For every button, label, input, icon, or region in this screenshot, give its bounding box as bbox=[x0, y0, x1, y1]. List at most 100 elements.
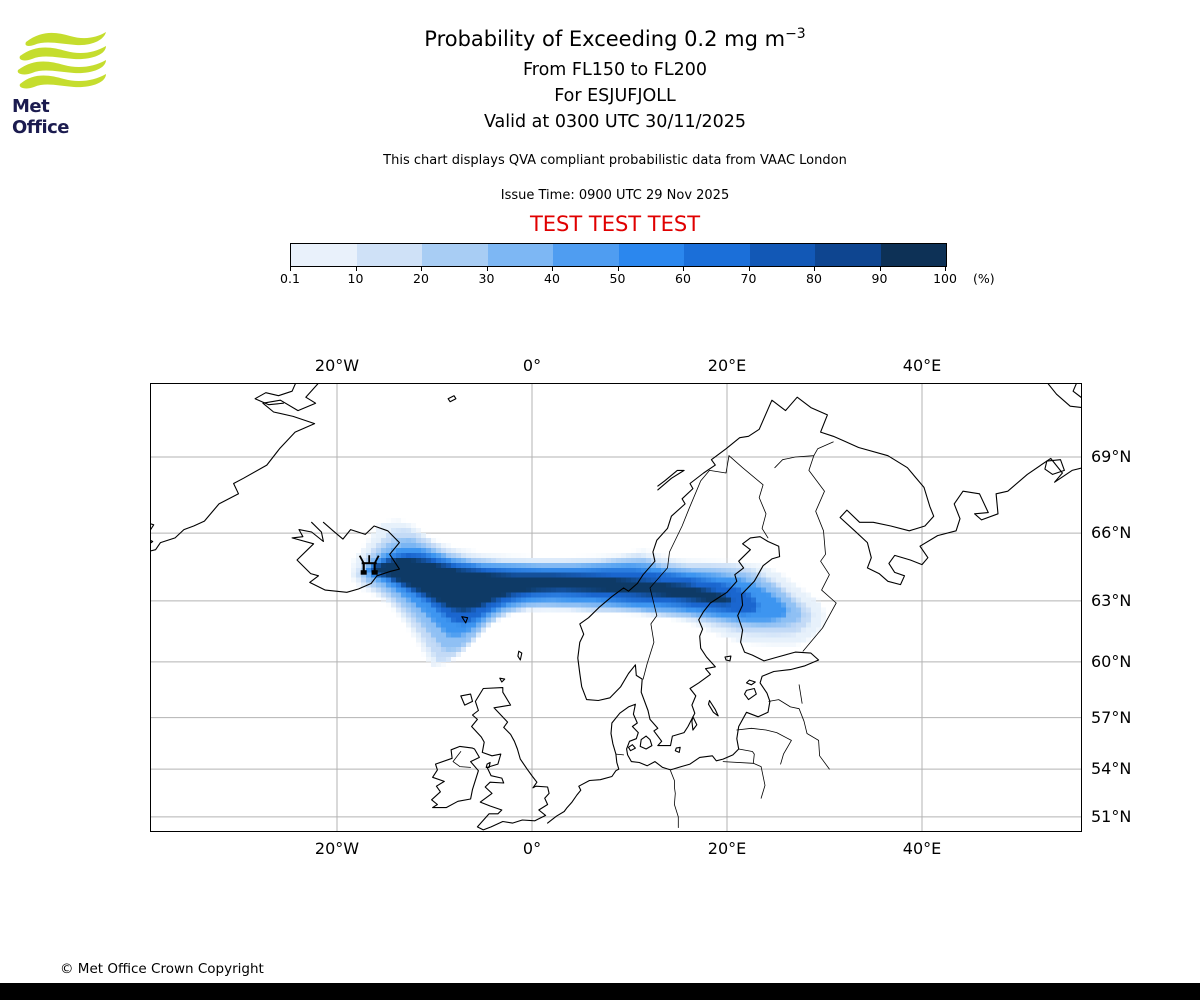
lon-label-bottom: 40°E bbox=[902, 839, 942, 858]
coastline bbox=[1047, 384, 1081, 408]
coastline bbox=[461, 616, 469, 624]
lat-label-right: 57°N bbox=[1091, 707, 1132, 727]
coastline bbox=[291, 521, 400, 593]
colorbar-tick bbox=[421, 266, 422, 271]
colorbar-tick-label: 60 bbox=[675, 271, 691, 286]
colorbar-ticks bbox=[290, 266, 946, 271]
copyright-text: © Met Office Crown Copyright bbox=[60, 961, 264, 977]
colorbar-tick-label: 0.1 bbox=[280, 271, 300, 286]
colorbar-tick-label: 40 bbox=[544, 271, 560, 286]
lon-label-top: 20°E bbox=[707, 356, 747, 375]
coastline bbox=[254, 384, 296, 406]
chart-subtitles: From FL150 to FL200 For ESJUFJOLL Valid … bbox=[30, 57, 1200, 135]
country-border bbox=[752, 762, 766, 799]
met-office-logo: Met Office bbox=[12, 28, 108, 138]
lon-label-top: 0° bbox=[522, 356, 542, 375]
colorbar-segment-6 bbox=[618, 244, 684, 266]
colorbar-segment-2 bbox=[356, 244, 422, 266]
colorbar-tick-label: 80 bbox=[806, 271, 822, 286]
subtitle-volcano: For ESJUFJOLL bbox=[554, 86, 676, 106]
colorbar-tick-label: 50 bbox=[609, 271, 626, 286]
volcano-eruption-icon bbox=[358, 555, 380, 575]
colorbar-segment-5 bbox=[553, 244, 619, 266]
colorbar-tick-label: 100 bbox=[933, 271, 957, 286]
colorbar-tick-label: 20 bbox=[413, 271, 429, 286]
coastline bbox=[1044, 459, 1065, 475]
coastline bbox=[151, 384, 319, 552]
country-border bbox=[670, 770, 679, 828]
lat-label-right: 63°N bbox=[1091, 590, 1132, 610]
lat-label-right: 54°N bbox=[1091, 759, 1132, 779]
country-border bbox=[768, 699, 830, 770]
colorbar-segment-4 bbox=[487, 244, 553, 266]
coastline bbox=[547, 396, 1081, 824]
colorbar-segment-3 bbox=[422, 244, 488, 266]
probability-colorbar bbox=[290, 243, 947, 267]
coastline bbox=[1072, 384, 1081, 398]
coastline bbox=[431, 745, 480, 809]
issue-time: Issue Time: 0900 UTC 29 Nov 2025 bbox=[500, 188, 730, 203]
subtitle-flight-levels: From FL150 to FL200 bbox=[522, 60, 708, 80]
coastline bbox=[724, 655, 732, 662]
colorbar-tick bbox=[814, 266, 815, 271]
met-office-wordmark: Met Office bbox=[12, 96, 70, 138]
lon-label-bottom: 20°W bbox=[314, 839, 360, 858]
coastline bbox=[460, 693, 474, 706]
coastline bbox=[471, 687, 550, 831]
country-border bbox=[802, 455, 837, 652]
coastline bbox=[151, 523, 155, 530]
lon-label-bottom: 0° bbox=[522, 839, 542, 858]
colorbar-tick-label: 90 bbox=[871, 271, 888, 286]
country-border bbox=[736, 727, 792, 765]
lat-label-right: 69°N bbox=[1091, 447, 1132, 466]
chart-header: Probability of Exceeding 0.2 mg m−3 From… bbox=[30, 26, 1200, 236]
colorbar-segment-8 bbox=[749, 244, 815, 266]
lon-label-bottom: 20°E bbox=[707, 839, 747, 858]
coastline bbox=[745, 679, 756, 686]
map-panel: 20°W20°W0°0°20°E20°E40°E40°E69°N69°N66°N… bbox=[150, 356, 1131, 858]
bottom-black-bar bbox=[0, 983, 1200, 1000]
colorbar-tick bbox=[617, 266, 619, 271]
test-banner: TEST TEST TEST bbox=[529, 212, 701, 236]
coastline bbox=[674, 746, 681, 753]
coastline bbox=[657, 469, 685, 491]
lon-label-top: 20°W bbox=[314, 356, 360, 375]
met-office-waves-icon bbox=[17, 32, 107, 89]
coastline bbox=[639, 735, 653, 750]
country-border bbox=[452, 751, 471, 768]
colorbar-tick bbox=[290, 266, 291, 271]
colorbar-segment-7 bbox=[684, 244, 750, 266]
coastline bbox=[743, 687, 757, 701]
colorbar-tick bbox=[683, 266, 684, 271]
chart-title: Probability of Exceeding 0.2 mg m−3 bbox=[424, 26, 806, 51]
country-border bbox=[798, 684, 803, 704]
lat-label-right: 60°N bbox=[1091, 651, 1132, 671]
coastline bbox=[517, 650, 523, 661]
colorbar-tick bbox=[879, 266, 881, 271]
lat-label-right: 51°N bbox=[1091, 806, 1132, 826]
colorbar-tick bbox=[945, 266, 946, 271]
lon-label-top: 40°E bbox=[902, 356, 942, 375]
colorbar-segment-1 bbox=[291, 244, 357, 266]
colorbar-segment-10 bbox=[880, 244, 946, 266]
country-border bbox=[728, 455, 769, 539]
country-border bbox=[642, 455, 730, 680]
country-border bbox=[774, 441, 834, 469]
country-border bbox=[722, 748, 755, 764]
lat-label-right: 66°N bbox=[1091, 523, 1132, 543]
coastline bbox=[499, 677, 506, 683]
qva-compliance-note: This chart displays QVA compliant probab… bbox=[383, 153, 847, 168]
coastline bbox=[691, 716, 698, 731]
country-border bbox=[615, 753, 624, 756]
colorbar-tick bbox=[486, 266, 488, 271]
coastline bbox=[447, 395, 457, 403]
coastline bbox=[151, 539, 154, 544]
coastlines-layer bbox=[151, 384, 1081, 831]
coastline bbox=[485, 761, 491, 768]
colorbar-tick bbox=[748, 266, 750, 271]
coastline bbox=[707, 699, 719, 717]
colorbar-tick-label: 30 bbox=[478, 271, 495, 286]
colorbar-segment-9 bbox=[815, 244, 881, 266]
colorbar-unit-label: (%) bbox=[973, 271, 995, 286]
